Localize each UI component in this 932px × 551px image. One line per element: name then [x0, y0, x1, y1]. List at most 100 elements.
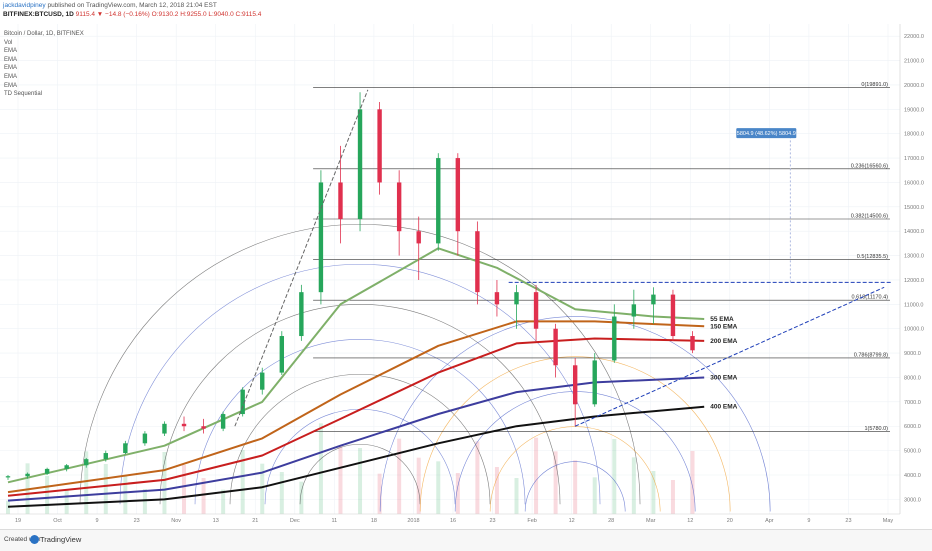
price-chart[interactable]: 0(19891.0) 0.236(16560.6) 0.382(14500.6) 0.…: [0, 24, 932, 529]
x-tick-label: 16: [450, 518, 456, 524]
candle-body: [162, 423, 167, 434]
ema-label: 400 EMA: [710, 404, 737, 411]
candle-body: [64, 465, 69, 469]
candle-body: [612, 316, 617, 361]
y-tick-label: 14000.0: [904, 229, 924, 235]
x-tick-label: 11: [332, 518, 338, 524]
legend-item[interactable]: EMA: [4, 65, 18, 72]
candle-body: [357, 109, 363, 220]
candle-body: [592, 360, 597, 405]
volume-bar: [573, 460, 578, 514]
author-link[interactable]: jackdavidpiney: [3, 2, 46, 9]
x-tick-label: 23: [845, 518, 851, 524]
fib-retracement: 0(19891.0) 0.236(16560.6) 0.382(14500.6) 0.…: [313, 82, 892, 432]
legend-item[interactable]: EMA: [4, 73, 18, 80]
volume-bar: [416, 457, 421, 514]
footer-bar: Created with TradingView: [0, 529, 932, 551]
candle-body: [220, 414, 226, 429]
volume-bar: [358, 448, 363, 514]
ema-line: [7, 247, 705, 484]
tradingview-brand[interactable]: TradingView: [40, 535, 82, 544]
x-tick-label: Oct: [53, 518, 62, 524]
candle-body: [44, 468, 50, 474]
volume-bar: [279, 472, 284, 514]
volume-bar: [534, 437, 539, 514]
x-tick-label: 12: [569, 518, 575, 524]
trend-lines: [234, 89, 885, 427]
y-tick-label: 8000.0: [904, 375, 921, 381]
candle-body: [533, 292, 539, 329]
volume-bar: [221, 489, 226, 514]
fib-arc: [379, 316, 771, 512]
volume-bar: [299, 481, 304, 514]
y-tick-label: 6000.0: [904, 424, 921, 430]
fib-arc: [489, 426, 661, 512]
volume-bar: [592, 477, 597, 514]
fib-arc: [419, 356, 731, 512]
legend-item[interactable]: Vol: [4, 39, 13, 46]
x-tick-label: 2018: [407, 518, 419, 524]
fib-level-label: 0.786(8799.8): [854, 352, 888, 358]
volume-bar: [436, 461, 441, 514]
volume-bar: [651, 471, 656, 514]
y-axis: 22000.0 21000.0 20000.0 19000.0 18000.0 17000…: [899, 24, 924, 514]
y-tick-label: 10000.0: [904, 327, 924, 333]
symbol-name: BITFINEX:BTCUSD, 1D: [3, 11, 74, 18]
candle-body: [455, 158, 461, 232]
volume-bar: [690, 451, 695, 514]
ema-label: 300 EMA: [710, 374, 737, 381]
tradingview-logo-icon[interactable]: [30, 535, 39, 544]
publish-info: jackdavidpiney published on TradingView.…: [3, 2, 217, 9]
volume-bar: [631, 457, 636, 514]
y-tick-label: 21000.0: [904, 59, 924, 65]
volume-bar: [45, 476, 50, 514]
candle-body: [475, 231, 480, 293]
fib-level-label: 1(5780.0): [864, 426, 888, 432]
candle-body: [299, 292, 304, 337]
x-tick-label: 20: [727, 518, 733, 524]
x-tick-label: Feb: [527, 518, 536, 524]
y-tick-label: 5000.0: [904, 449, 921, 455]
volume-bar: [201, 478, 206, 514]
indicator-legend: Bitcoin / Dollar, 1D, BITFINEX Vol EMA E…: [4, 30, 84, 99]
candle-body: [631, 304, 637, 317]
candle-body: [436, 158, 441, 244]
legend-item[interactable]: Bitcoin / Dollar, 1D, BITFINEX: [4, 31, 84, 37]
volume-bar: [260, 463, 265, 514]
candle-body: [416, 231, 421, 244]
y-tick-label: 19000.0: [904, 107, 924, 113]
volume-bar: [494, 467, 499, 514]
volume-bar: [670, 480, 675, 514]
candle-body: [84, 459, 89, 466]
volume-bar: [103, 464, 108, 514]
y-tick-label: 20000.0: [904, 83, 924, 89]
ema-line: [7, 376, 705, 502]
ema-line: [7, 337, 705, 497]
ema-line: [7, 320, 705, 494]
x-tick-label: 19: [15, 518, 21, 524]
x-tick-label: 18: [371, 518, 377, 524]
candle-body: [338, 182, 343, 220]
legend-item[interactable]: EMA: [4, 56, 18, 63]
y-tick-label: 4000.0: [904, 473, 921, 479]
volume-bar: [338, 446, 343, 514]
candle-body: [494, 292, 500, 305]
volume-bar: [162, 452, 167, 514]
candle-body: [201, 426, 206, 429]
candle-body: [240, 389, 245, 415]
candle-body: [514, 292, 519, 305]
volume-bar: [6, 500, 10, 514]
candle-body: [25, 473, 30, 477]
created-with-text: Created with: [4, 536, 41, 543]
x-axis: 19 Oct 9 23 Nov 13 21 Dec 11 18 2018 16 23 Feb 12 28 Mar…: [0, 513, 900, 524]
legend-item[interactable]: EMA: [4, 82, 18, 89]
legend-item[interactable]: EMA: [4, 48, 18, 55]
volume-bar: [514, 478, 519, 514]
target-projection: 5804.9 (48.62%) 5804.9: [736, 128, 797, 283]
legend-item[interactable]: TD Sequential: [4, 91, 43, 98]
candle-body: [5, 476, 11, 478]
fib-arc: [299, 443, 421, 505]
y-tick-label: 12000.0: [904, 278, 924, 284]
x-tick-label: 9: [96, 518, 99, 524]
volume-bar: [475, 441, 480, 514]
